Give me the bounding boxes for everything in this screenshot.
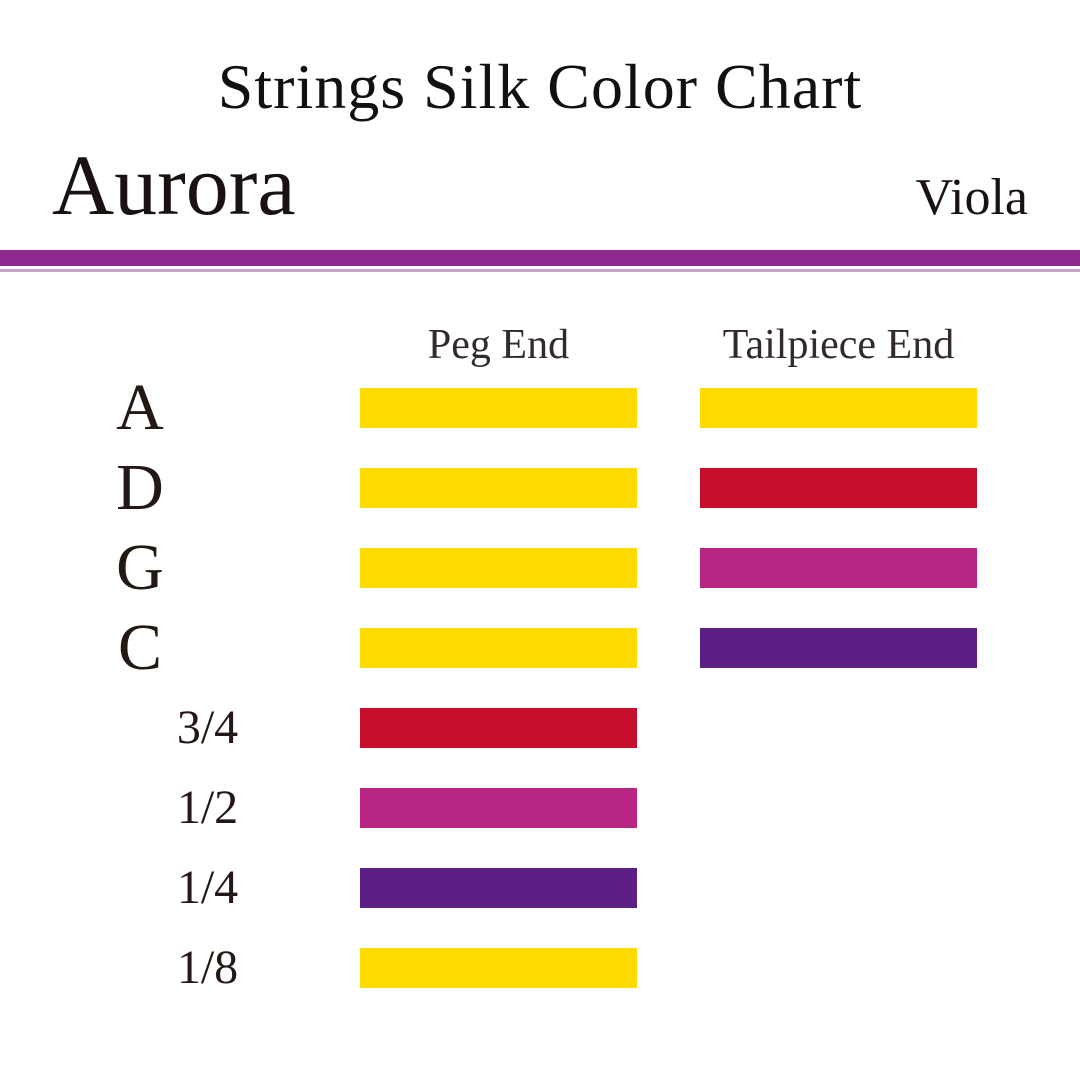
chart-row-d: D	[0, 451, 1080, 524]
page-title: Strings Silk Color Chart	[217, 51, 863, 122]
tailpiece-end-swatch	[700, 468, 977, 508]
string-label: C	[117, 611, 163, 684]
series-name: Aurora	[52, 137, 296, 233]
divider-bar	[0, 250, 1080, 266]
tailpiece-end-swatch	[700, 548, 977, 588]
chart-row-c: C	[0, 611, 1080, 684]
size-label: 1/8	[176, 941, 239, 994]
string-label: A	[116, 371, 164, 444]
peg-end-swatch	[360, 708, 637, 748]
brand-row: Aurora Viola	[0, 138, 1080, 242]
peg-end-swatch	[360, 788, 637, 828]
size-label: 1/2	[176, 781, 239, 834]
instrument-name: Viola	[915, 169, 1028, 226]
size-label: 1/4	[176, 861, 239, 914]
tailpiece-end-swatch	[700, 628, 977, 668]
chart-row-1-2: 1/2	[0, 781, 1080, 834]
peg-end-swatch	[360, 628, 637, 668]
tailpiece-end-swatch	[700, 388, 977, 428]
divider-accent-line	[0, 269, 1080, 272]
chart-row-1-8: 1/8	[0, 941, 1080, 994]
chart-row-1-4: 1/4	[0, 861, 1080, 914]
column-header-peg-end: Peg End	[427, 322, 570, 368]
peg-end-swatch	[360, 868, 637, 908]
peg-end-swatch	[360, 548, 637, 588]
chart-row-g: G	[0, 531, 1080, 604]
chart-row-3-4: 3/4	[0, 701, 1080, 754]
peg-end-swatch	[360, 388, 637, 428]
string-label: D	[116, 451, 164, 524]
chart-row-a: A	[0, 371, 1080, 444]
size-label: 3/4	[176, 701, 239, 754]
column-header-tailpiece-end: Tailpiece End	[722, 322, 955, 368]
peg-end-swatch	[360, 468, 637, 508]
peg-end-swatch	[360, 948, 637, 988]
string-label: G	[116, 531, 164, 604]
